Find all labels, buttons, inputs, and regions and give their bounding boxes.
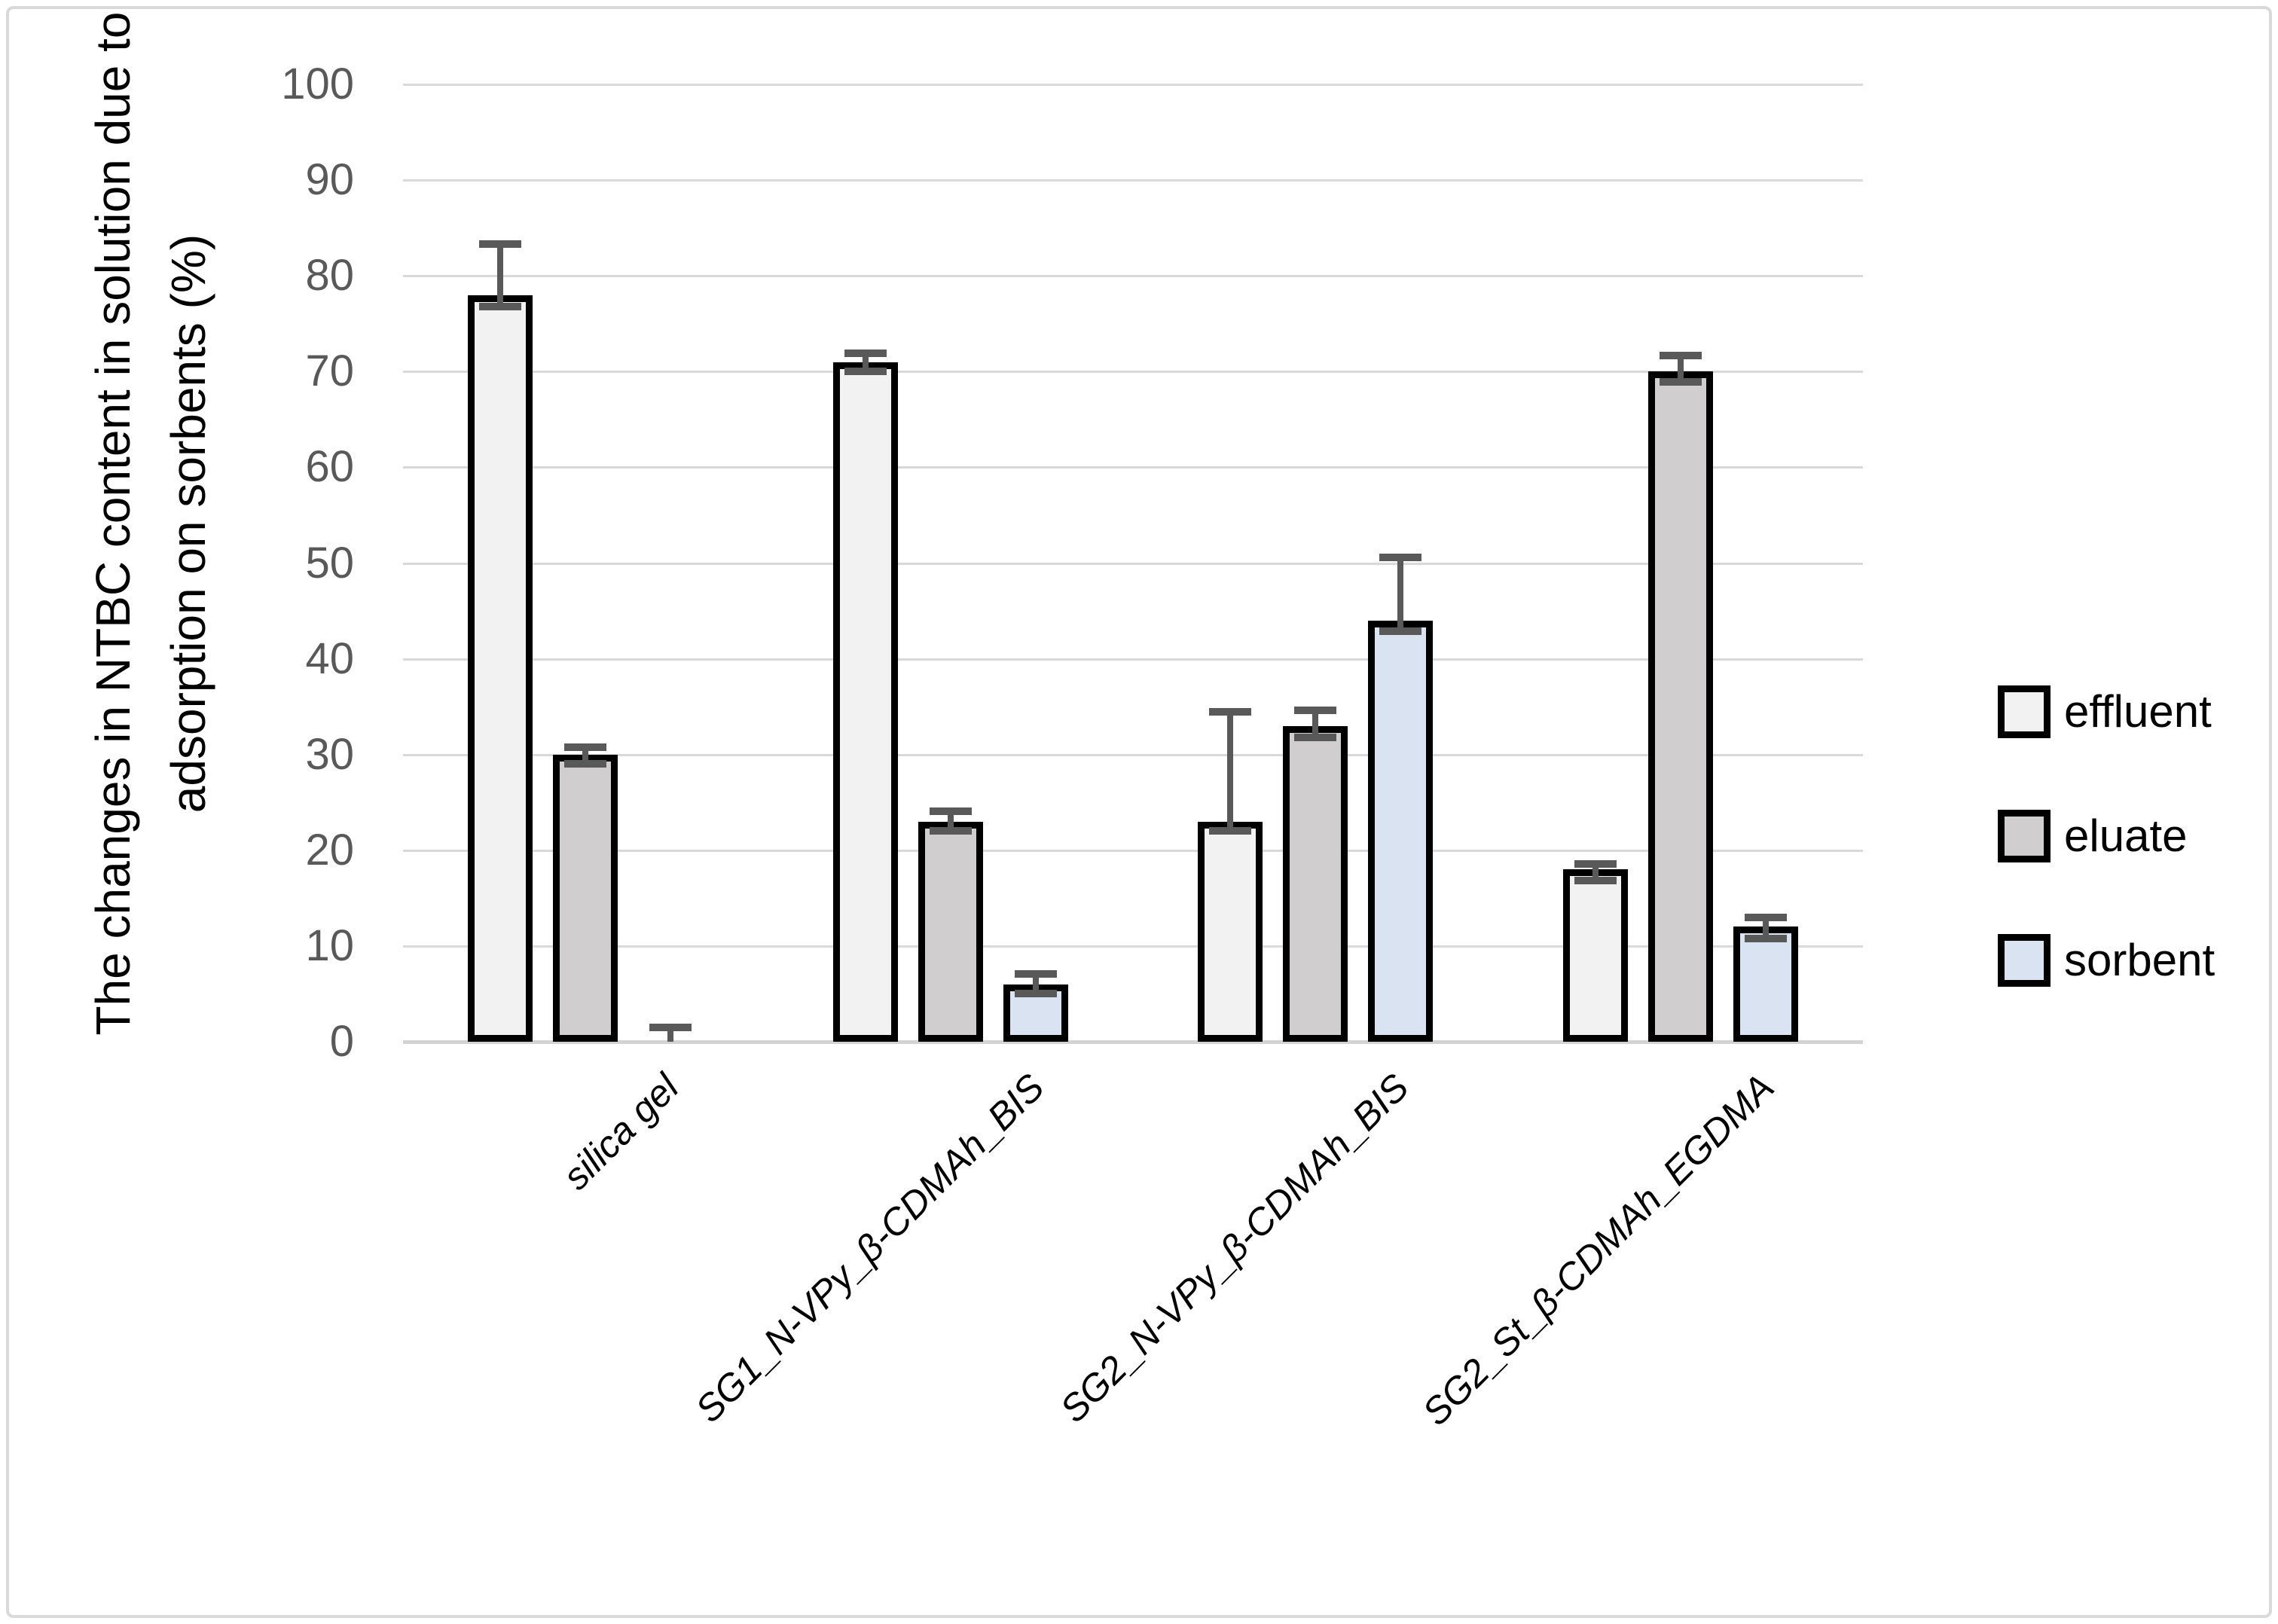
gridline-90	[403, 179, 1863, 182]
error-bar-sorbent-1	[667, 1027, 674, 1042]
error-cap-top-sorbent-4	[1744, 913, 1787, 921]
bar-eluate-2	[918, 821, 983, 1042]
y-tick-label-10: 10	[305, 920, 354, 970]
legend-swatch-eluate	[1998, 810, 2051, 862]
figure-border	[6, 6, 2272, 1618]
legend-item-effluent: effluent	[1998, 685, 2212, 738]
y-tick-label-80: 80	[305, 251, 354, 301]
error-cap-top-effluent-3	[1209, 707, 1252, 716]
y-tick-label-50: 50	[305, 538, 354, 588]
error-cap-top-eluate-4	[1659, 351, 1702, 359]
error-bar-effluent-4	[1592, 863, 1599, 881]
gridline-40	[403, 658, 1863, 661]
error-cap-top-sorbent-3	[1379, 553, 1422, 561]
error-bar-sorbent-3	[1397, 557, 1404, 631]
error-cap-top-effluent-1	[479, 240, 522, 249]
y-tick-label-40: 40	[305, 633, 354, 683]
error-bar-eluate-2	[947, 810, 954, 832]
error-bar-sorbent-2	[1032, 973, 1039, 994]
y-tick-label-0: 0	[329, 1017, 354, 1066]
error-cap-bottom-sorbent-4	[1744, 934, 1787, 942]
legend-label-sorbent: sorbent	[2064, 935, 2215, 985]
y-axis-title: The changes in NTBC content in solution …	[75, 0, 256, 1073]
gridline-80	[403, 275, 1863, 278]
y-tick-label-30: 30	[305, 729, 354, 779]
error-cap-bottom-sorbent-2	[1014, 990, 1057, 998]
gridline-100	[403, 84, 1863, 86]
error-cap-bottom-effluent-3	[1209, 827, 1252, 835]
bar-effluent-4	[1562, 869, 1628, 1042]
bar-sorbent-3	[1368, 620, 1434, 1042]
y-tick-label-70: 70	[305, 346, 354, 396]
error-cap-top-eluate-3	[1294, 707, 1337, 715]
error-cap-top-eluate-2	[929, 807, 972, 815]
error-cap-top-sorbent-1	[649, 1023, 692, 1031]
error-cap-bottom-sorbent-3	[1379, 627, 1422, 635]
gridline-60	[403, 466, 1863, 469]
y-axis-title-line2: adsorption on sorbents (%)	[161, 234, 215, 814]
legend-swatch-effluent	[1998, 685, 2051, 738]
error-cap-bottom-effluent-4	[1574, 877, 1617, 885]
gridline-10	[403, 945, 1863, 948]
y-tick-label-60: 60	[305, 442, 354, 492]
error-cap-bottom-eluate-3	[1294, 733, 1337, 741]
gridline-70	[403, 371, 1863, 374]
legend-item-eluate: eluate	[1998, 810, 2187, 862]
bar-eluate-4	[1647, 371, 1713, 1042]
legend-label-effluent: effluent	[2064, 686, 2212, 737]
legend-swatch-sorbent	[1998, 934, 2051, 987]
legend-item-sorbent: sorbent	[1998, 934, 2215, 987]
y-axis-title-line1: The changes in NTBC content in solution …	[86, 11, 140, 1036]
plot-area	[403, 84, 1863, 1044]
legend-label-eluate: eluate	[2064, 810, 2188, 861]
y-tick-label-90: 90	[305, 155, 354, 205]
error-cap-bottom-effluent-2	[844, 368, 887, 376]
error-cap-bottom-eluate-4	[1659, 378, 1702, 386]
error-cap-bottom-eluate-2	[929, 827, 972, 835]
bar-sorbent-4	[1733, 926, 1798, 1042]
bar-eluate-1	[553, 754, 618, 1042]
error-bar-effluent-2	[862, 353, 869, 372]
error-cap-bottom-effluent-1	[479, 302, 522, 310]
y-tick-label-20: 20	[305, 825, 354, 875]
bar-eluate-3	[1283, 725, 1348, 1042]
error-cap-bottom-eluate-1	[564, 760, 607, 768]
error-bar-eluate-4	[1677, 355, 1684, 383]
error-bar-eluate-3	[1312, 710, 1319, 737]
x-axis-baseline	[403, 1040, 1863, 1044]
error-bar-effluent-3	[1227, 711, 1234, 832]
bar-effluent-2	[832, 362, 898, 1042]
gridline-50	[403, 562, 1863, 565]
error-bar-sorbent-4	[1762, 917, 1769, 939]
error-cap-top-effluent-2	[844, 350, 887, 358]
error-cap-top-eluate-1	[564, 743, 607, 751]
gridline-30	[403, 753, 1863, 756]
bar-effluent-1	[468, 295, 533, 1042]
bar-effluent-3	[1198, 821, 1263, 1042]
gridline-20	[403, 849, 1863, 852]
error-cap-top-sorbent-2	[1014, 969, 1057, 978]
y-tick-label-100: 100	[281, 60, 354, 108]
error-cap-top-effluent-4	[1574, 859, 1617, 868]
error-bar-effluent-1	[497, 244, 504, 307]
error-bar-eluate-1	[582, 746, 589, 765]
